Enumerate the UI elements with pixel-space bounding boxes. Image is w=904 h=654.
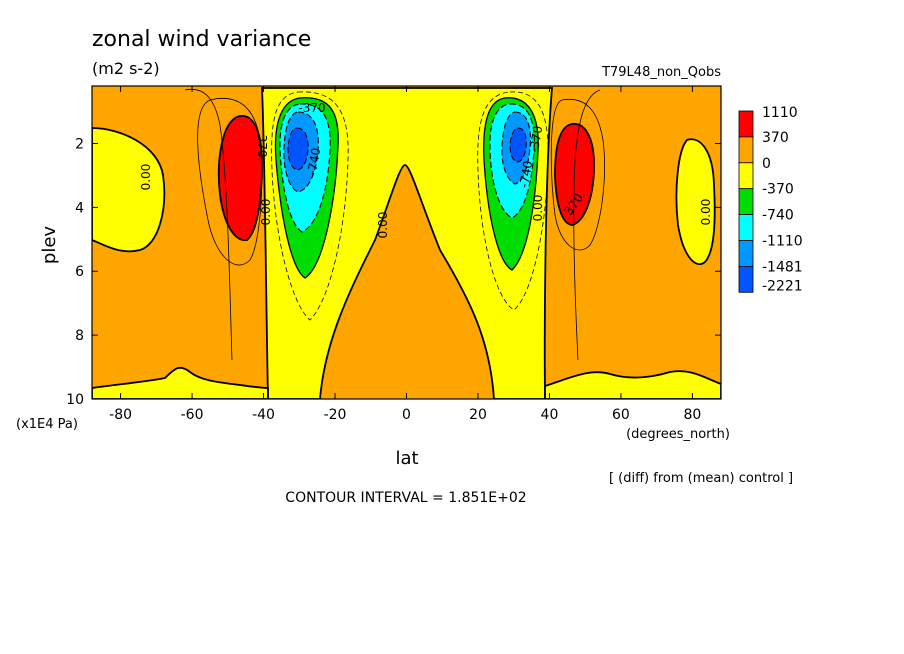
- y-axis-ticks: 2 4 6 8 10: [66, 136, 721, 408]
- legend-level-label: -370: [762, 182, 794, 198]
- contour-label-0-eq: 0.00: [376, 212, 390, 239]
- color-legend: 1110 370 0 -370 -740 -1110 -1481 -2221: [738, 105, 803, 294]
- diff-note: [ (diff) from (mean) control ]: [609, 471, 793, 486]
- legend-level-label: -2221: [762, 278, 803, 294]
- y-axis-label: plev: [39, 226, 60, 265]
- x-axis-units: (degrees_north): [626, 427, 730, 442]
- x-tick-label: 80: [683, 407, 701, 423]
- legend-swatch: [738, 265, 754, 293]
- contour-label-740-sh: -740: [305, 147, 324, 176]
- legend-level-label: -1110: [762, 234, 803, 250]
- legend-swatch: [738, 188, 754, 215]
- x-axis-label: lat: [395, 448, 418, 469]
- yellow-nh-high-lat: [675, 138, 716, 265]
- x-tick-label: 0: [402, 407, 411, 423]
- yellow-bottom-left: [92, 366, 269, 399]
- x-tick-label: -40: [252, 407, 275, 423]
- contour-interval: CONTOUR INTERVAL = 1.851E+02: [285, 490, 526, 506]
- dashed-contour-nh: [477, 91, 549, 311]
- x-tick-label: 20: [469, 407, 487, 423]
- legend-swatch: [738, 136, 754, 164]
- y-tick-label: 10: [66, 392, 84, 408]
- y-tick-label: 4: [75, 200, 84, 216]
- x-tick-label: -60: [181, 407, 204, 423]
- x-axis-ticks: -80 -60 -40 -20 0 20 40 60 80: [109, 86, 701, 423]
- chart-units: (m2 s-2): [92, 59, 160, 78]
- y-tick-label: 8: [75, 328, 84, 344]
- legend-level-label: 370: [762, 130, 789, 146]
- x-tick-label: -20: [324, 407, 347, 423]
- contour-label-0-nhmid: 0.00: [531, 195, 545, 222]
- deepblue-nh-core: [509, 127, 527, 163]
- x-tick-label: 60: [612, 407, 630, 423]
- legend-swatch: [738, 162, 754, 190]
- contour-label-370-shred: 370.: [255, 135, 269, 162]
- x-tick-label: -80: [109, 407, 132, 423]
- legend-level-label: 1110: [762, 105, 798, 121]
- experiment-label: T79L48_non_Qobs: [601, 65, 721, 80]
- chart-title: zonal wind variance: [92, 27, 311, 52]
- yellow-bottom-right: [544, 370, 721, 399]
- thin-contour-nh: [550, 98, 605, 251]
- thin-contour-sh: [197, 97, 263, 266]
- legend-swatch: [738, 110, 754, 138]
- legend-level-label: 0: [762, 156, 771, 172]
- contour-label-0-sh: 0.00: [139, 164, 153, 191]
- deepblue-sh-core: [287, 127, 309, 171]
- plot-area: 0.00 0.00 0.00 0.00 0.00 -370 -740 -370 …: [92, 86, 721, 399]
- y-tick-label: 2: [75, 136, 84, 152]
- thin-contour-nh-outer: [573, 89, 601, 361]
- legend-level-label: -1481: [762, 259, 803, 275]
- legend-swatch: [738, 240, 754, 267]
- y-tick-label: 6: [75, 264, 84, 280]
- contour-label-740-nh: -740: [517, 160, 536, 189]
- y-axis-units: (x1E4 Pa): [16, 417, 78, 432]
- thin-contour-sh-outer: [184, 88, 233, 361]
- contour-label-0-nh: 0.00: [699, 199, 713, 226]
- x-tick-label: 40: [541, 407, 559, 423]
- contour-label-0-shmid: 0.00: [259, 199, 273, 226]
- legend-level-label: -740: [762, 208, 794, 224]
- legend-swatch: [738, 214, 754, 241]
- dashed-contour-sh: [271, 91, 349, 321]
- yellow-sh-high-lat: [92, 127, 166, 253]
- contour-label-370-sh: -370: [298, 101, 325, 115]
- contour-label-370-nh: -370: [527, 125, 546, 154]
